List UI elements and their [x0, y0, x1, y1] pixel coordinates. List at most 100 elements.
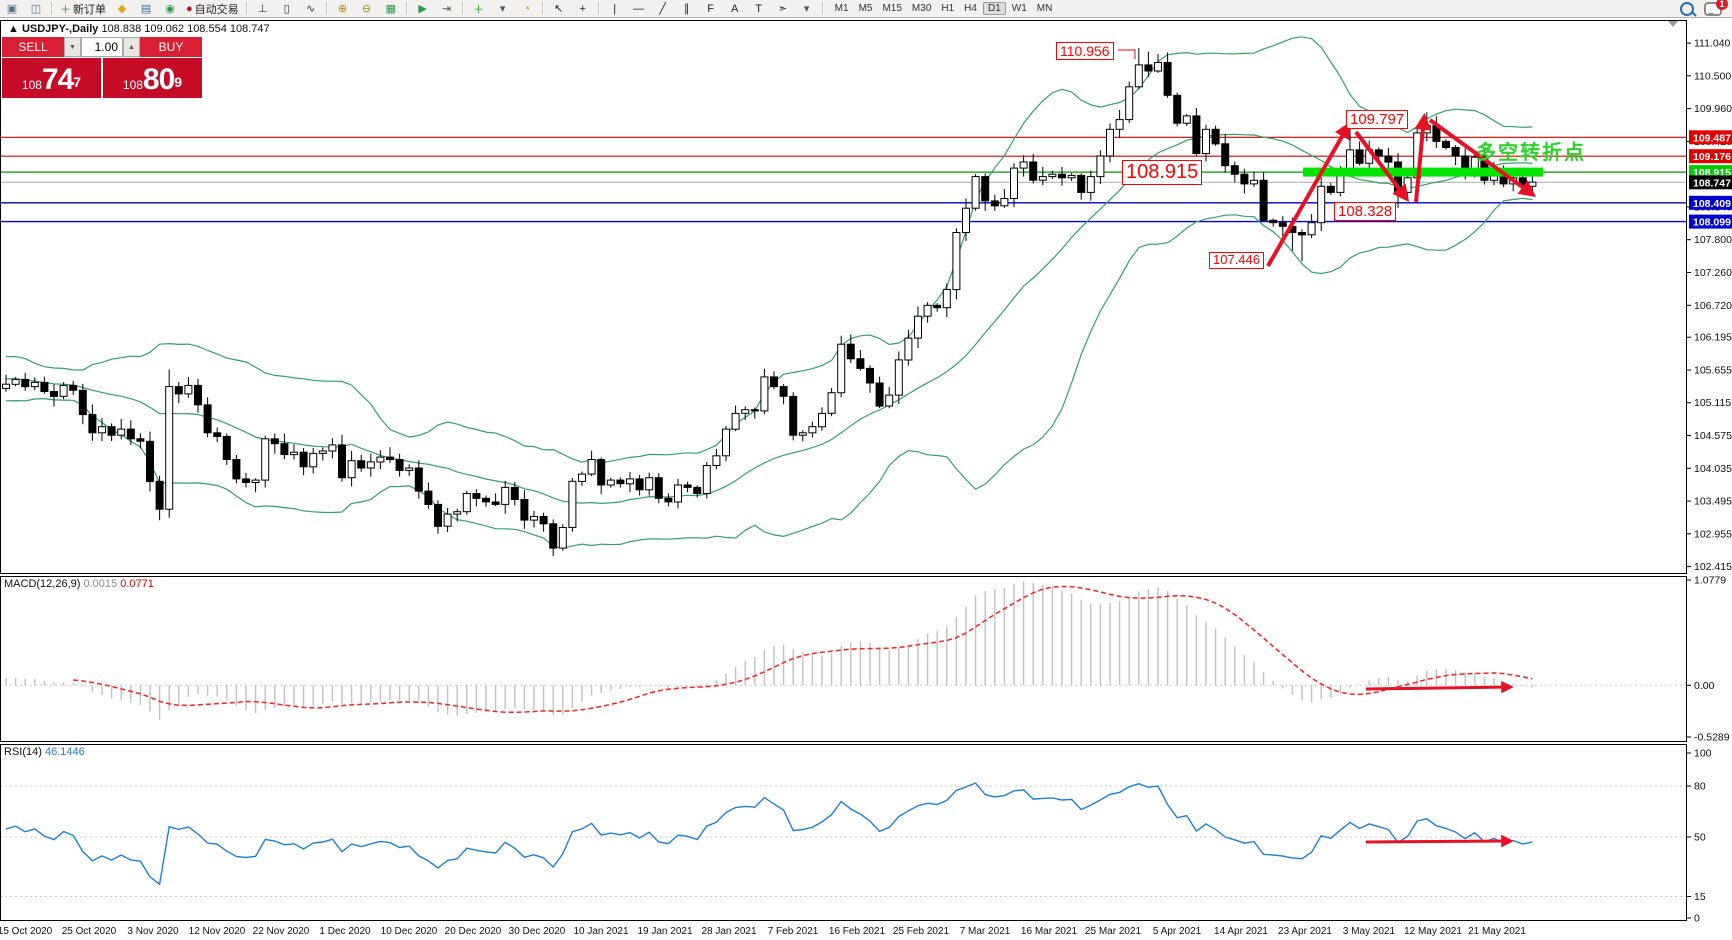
indicator-dropdown-icon[interactable]: ▾ — [492, 0, 514, 17]
period-clock-icon[interactable]: ◔ — [516, 0, 538, 17]
candle-chart-type-icon: ▯ — [283, 3, 290, 15]
text-icon[interactable]: A — [724, 0, 746, 17]
autoscroll-icon[interactable]: ▶ — [412, 0, 434, 17]
buy-price[interactable]: 108 80 9 — [103, 58, 202, 98]
data-window-icon: ▤ — [140, 3, 152, 15]
svg-text:21 May 2021: 21 May 2021 — [1468, 926, 1526, 937]
text-label-icon: T — [755, 2, 763, 15]
arrows-dropdown-icon[interactable]: ▾ — [796, 0, 818, 17]
svg-text:12 Nov 2020: 12 Nov 2020 — [189, 926, 246, 937]
search-icon[interactable] — [1680, 1, 1694, 16]
line-chart-type-icon: ∿ — [306, 3, 316, 15]
svg-text:15 Oct 2020: 15 Oct 2020 — [0, 926, 53, 937]
zoom-in-icon[interactable]: ⊕ — [332, 0, 354, 17]
lot-decrease-button[interactable]: ▼ — [64, 37, 81, 57]
autotrading-button-label: 自动交易 — [194, 3, 239, 16]
lot-size-input[interactable]: 1.00 — [81, 37, 123, 57]
horizontal-line-icon[interactable]: — — [628, 0, 650, 17]
notifications-icon[interactable]: 1 — [1704, 0, 1728, 16]
main-toolbar: ▣ ◫ ＋新订单 ◆ ▤ ◉ ● 自动交易 ⊥ ▯ ∿ ⊕ ⊖ ▦ ▶ ⇥ ＋ ▾ ◔ ↖ + | — ╱ ∥ F A T ➣ ▾ M1 M… — [0, 0, 1732, 18]
sep4 — [405, 2, 408, 15]
svg-text:19 Jan 2021: 19 Jan 2021 — [637, 926, 692, 937]
chart-window-icon[interactable]: ▣ — [1, 0, 23, 17]
timeframe-h4[interactable]: H4 — [964, 3, 977, 14]
sep6 — [541, 2, 544, 15]
new-order-button: ＋ — [60, 3, 71, 16]
timeframe-h1[interactable]: H1 — [941, 3, 955, 14]
tile-windows-icon: ▦ — [385, 3, 396, 15]
timeframe-mn[interactable]: MN — [1036, 3, 1053, 14]
timeframe-w1[interactable]: W1 — [1011, 3, 1027, 14]
svg-text:50: 50 — [1694, 832, 1706, 844]
price-tag-108.099: 108.099 — [1689, 214, 1732, 229]
svg-text:15: 15 — [1694, 891, 1706, 903]
bar-chart-type-icon: ⊥ — [257, 3, 268, 15]
tile-windows-icon[interactable]: ▦ — [380, 0, 402, 17]
svg-text:105.115: 105.115 — [1694, 397, 1731, 409]
trendline-icon[interactable]: ╱ — [652, 0, 674, 17]
macd-name: MACD(12,26,9) — [4, 578, 81, 590]
data-window-icon[interactable]: ▤ — [135, 0, 157, 17]
price-annotation: 108.328 — [1334, 202, 1397, 222]
scale-collapse-icon[interactable] — [1668, 21, 1678, 27]
lot-increase-button[interactable]: ▲ — [123, 37, 140, 57]
crosshair-icon[interactable]: + — [572, 0, 594, 17]
symbol-name: USDJPY-,Daily — [21, 23, 99, 35]
vertical-line-icon[interactable]: | — [604, 0, 626, 17]
svg-text:109.176: 109.176 — [1693, 151, 1731, 163]
chart-shift-icon[interactable]: ⇥ — [436, 0, 458, 17]
market-watch-icon[interactable]: ◆ — [111, 0, 133, 17]
svg-text:22 Nov 2020: 22 Nov 2020 — [253, 926, 310, 937]
svg-text:16 Feb 2021: 16 Feb 2021 — [829, 926, 886, 937]
chart-profile-icon[interactable]: ◫ — [25, 0, 47, 17]
rsi-label: RSI(14) 46.1446 — [4, 746, 85, 758]
arrows-tool-icon[interactable]: ➣ — [772, 0, 794, 17]
svg-text:25 Feb 2021: 25 Feb 2021 — [893, 926, 950, 937]
sell-button[interactable]: SELL — [2, 37, 64, 57]
autotrading-button[interactable]: ● 自动交易 — [183, 0, 242, 17]
new-order-button-label: 新订单 — [73, 3, 106, 16]
sell-price[interactable]: 108 74 7 — [2, 58, 101, 98]
svg-text:103.495: 103.495 — [1694, 496, 1732, 508]
svg-text:7 Mar 2021: 7 Mar 2021 — [960, 926, 1011, 937]
channel-icon[interactable]: ∥ — [676, 0, 698, 17]
zoom-out-icon[interactable]: ⊖ — [356, 0, 378, 17]
bar-chart-type-icon[interactable]: ⊥ — [252, 0, 274, 17]
svg-text:106.720: 106.720 — [1694, 300, 1732, 312]
new-order-button[interactable]: ＋新订单 — [57, 0, 109, 17]
timeframe-m1[interactable]: M1 — [834, 3, 849, 14]
zoom-out-icon: ⊖ — [362, 3, 372, 15]
svg-text:3 Nov 2020: 3 Nov 2020 — [127, 926, 179, 937]
sep8 — [821, 2, 824, 15]
svg-text:110.500: 110.500 — [1694, 70, 1731, 82]
timeframe-bar: M1 M5 M15 M30 H1 H4 D1 W1 MN — [831, 2, 1057, 15]
timeframe-m30[interactable]: M30 — [911, 3, 932, 14]
timeframe-m15[interactable]: M15 — [882, 3, 902, 14]
fibonacci-icon[interactable]: F — [700, 0, 722, 17]
timeframe-d1[interactable]: D1 — [982, 2, 1006, 15]
text-label-icon[interactable]: T — [748, 0, 770, 17]
svg-text:5 Apr 2021: 5 Apr 2021 — [1153, 926, 1202, 937]
sep7 — [597, 2, 600, 15]
collapse-arrow-icon[interactable]: ▲ — [8, 23, 19, 35]
svg-text:0.00: 0.00 — [1694, 680, 1715, 692]
svg-text:109.487: 109.487 — [1693, 132, 1731, 144]
cursor-icon[interactable]: ↖ — [548, 0, 570, 17]
price-annotation: 110.956 — [1056, 42, 1114, 61]
channel-icon: ∥ — [683, 3, 690, 15]
candle-chart-type-icon[interactable]: ▯ — [276, 0, 298, 17]
buy-button[interactable]: BUY — [140, 37, 202, 57]
indicator-dropdown-icon: ▾ — [499, 3, 506, 15]
strategy-navigator-icon[interactable]: ◉ — [159, 0, 181, 17]
svg-text:104.575: 104.575 — [1694, 430, 1732, 442]
sep1 — [51, 2, 53, 15]
svg-text:104.035: 104.035 — [1694, 463, 1732, 475]
line-chart-type-icon[interactable]: ∿ — [300, 0, 322, 17]
svg-text:107.800: 107.800 — [1694, 234, 1732, 246]
svg-text:7 Feb 2021: 7 Feb 2021 — [768, 926, 819, 937]
buy-price-prefix: 108 — [122, 78, 143, 92]
timeframe-m5[interactable]: M5 — [858, 3, 873, 14]
svg-text:108.099: 108.099 — [1693, 217, 1731, 229]
add-indicator-icon[interactable]: ＋ — [468, 0, 490, 17]
